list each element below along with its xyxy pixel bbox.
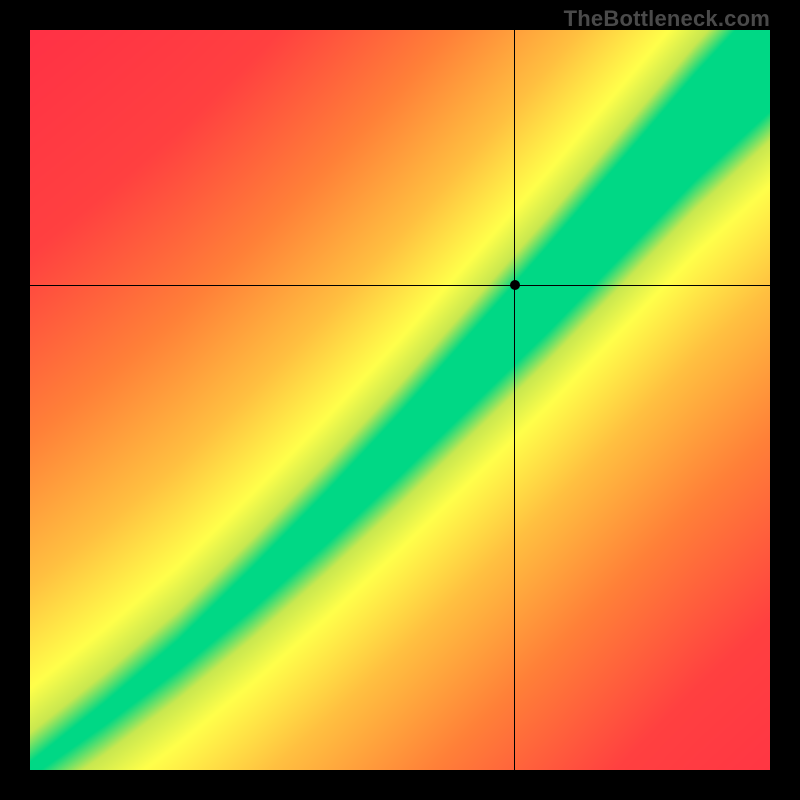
- heatmap-plot: [30, 30, 770, 770]
- crosshair-marker: [510, 280, 520, 290]
- crosshair-vertical: [514, 30, 516, 770]
- crosshair-horizontal: [30, 285, 770, 287]
- watermark-text: TheBottleneck.com: [564, 6, 770, 32]
- heatmap-canvas: [30, 30, 770, 770]
